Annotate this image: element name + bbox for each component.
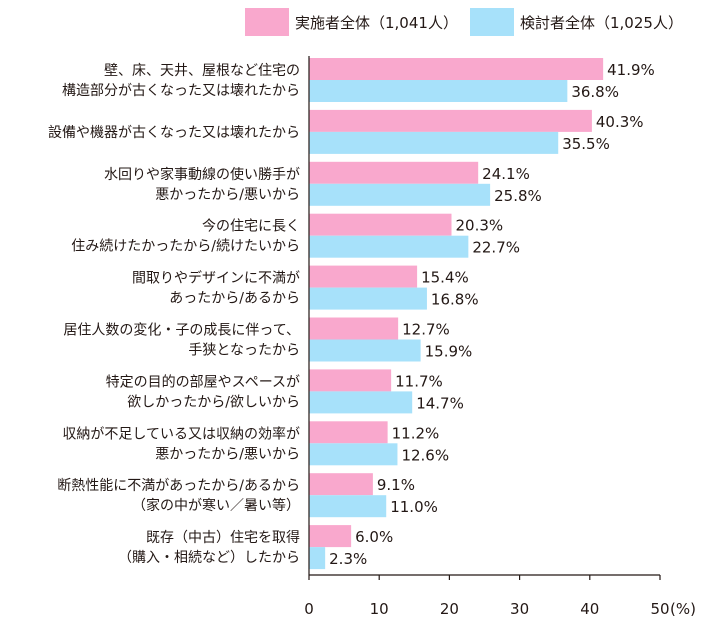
category-label: 壁、床、天井、屋根など住宅の bbox=[104, 63, 300, 79]
x-axis-unit-label: (%) bbox=[670, 600, 696, 618]
category-label: 間取りやデザインに不満が bbox=[132, 270, 300, 287]
bar-implementers bbox=[309, 525, 352, 548]
bar-implementers bbox=[309, 213, 452, 236]
category-label: 手狭となったから bbox=[188, 343, 300, 359]
category-label: 今の住宅に長く bbox=[202, 219, 300, 235]
x-tick-label: 40 bbox=[580, 600, 599, 618]
category-label: （購入・相続など）したから bbox=[118, 549, 300, 566]
x-tick-label: 0 bbox=[304, 600, 314, 618]
bar-considerers bbox=[309, 287, 427, 310]
bar-considerers bbox=[309, 339, 421, 362]
category-label: 水回りや家事動線の使い勝手が bbox=[104, 166, 300, 183]
bar-implementers bbox=[309, 473, 373, 496]
legend-item-implementers: 実施者全体（1,041人） bbox=[245, 8, 458, 36]
data-label: 9.1% bbox=[377, 476, 415, 494]
data-label: 6.0% bbox=[355, 528, 393, 546]
bar-implementers bbox=[309, 58, 604, 80]
bar-considerers bbox=[309, 235, 469, 258]
bar-considerers bbox=[309, 443, 398, 466]
category-label: 設備や機器が古くなった又は壊れたから bbox=[48, 125, 300, 141]
category-label: あったから/あるから bbox=[169, 291, 300, 307]
data-label: 24.1% bbox=[482, 165, 530, 183]
category-label: 収納が不足している又は収納の効率が bbox=[62, 425, 300, 442]
bar-considerers bbox=[309, 80, 568, 102]
data-label: 15.4% bbox=[421, 269, 469, 287]
data-label: 20.3% bbox=[456, 217, 504, 235]
data-label: 22.7% bbox=[472, 239, 520, 257]
data-label: 15.9% bbox=[425, 343, 473, 361]
legend-swatch-considerers bbox=[470, 8, 514, 36]
bar-implementers bbox=[309, 161, 479, 184]
data-label: 36.8% bbox=[571, 83, 619, 101]
bar-implementers bbox=[309, 265, 418, 288]
legend-item-considerers: 検討者全体（1,025人） bbox=[470, 8, 683, 36]
bar-considerers bbox=[309, 495, 387, 518]
data-label: 11.0% bbox=[390, 498, 438, 516]
legend-label-implementers: 実施者全体（1,041人） bbox=[295, 13, 458, 32]
data-label: 41.9% bbox=[607, 61, 655, 79]
x-tick-label: 30 bbox=[510, 600, 529, 618]
bar-considerers bbox=[309, 183, 491, 206]
category-label: 居住人数の変化・子の成長に伴って、 bbox=[63, 322, 300, 339]
bar-considerers bbox=[309, 391, 413, 414]
category-label: 悪かったから/悪いから bbox=[155, 187, 300, 203]
legend-label-considerers: 検討者全体（1,025人） bbox=[520, 13, 683, 32]
bar-considerers bbox=[309, 131, 559, 154]
data-label: 14.7% bbox=[416, 394, 464, 412]
bar-implementers bbox=[309, 369, 392, 392]
category-label: 特定の目的の部屋やスペースが bbox=[106, 374, 300, 390]
data-label: 11.2% bbox=[392, 424, 440, 442]
legend-swatch-implementers bbox=[245, 8, 289, 36]
category-label: 住み続けたかったから/続けたいから bbox=[71, 238, 300, 255]
bar-implementers bbox=[309, 421, 388, 444]
bar-implementers bbox=[309, 317, 399, 340]
x-tick-label: 20 bbox=[440, 600, 459, 618]
category-label: （家の中が寒い／暑い等） bbox=[132, 497, 300, 514]
x-tick-label: 50 bbox=[650, 600, 669, 618]
x-tick-label: 10 bbox=[370, 600, 389, 618]
bar-considerers bbox=[309, 547, 326, 570]
category-label: 既存（中古）住宅を取得 bbox=[146, 529, 300, 546]
category-label: 構造部分が古くなった又は壊れたから bbox=[62, 83, 300, 99]
data-label: 11.7% bbox=[395, 372, 443, 390]
data-label: 12.7% bbox=[402, 321, 450, 339]
bar-implementers bbox=[309, 109, 592, 132]
data-label: 40.3% bbox=[596, 113, 644, 131]
category-label: 欲しかったから/欲しいから bbox=[127, 394, 300, 410]
data-label: 35.5% bbox=[562, 135, 610, 153]
data-label: 12.6% bbox=[401, 446, 449, 464]
data-label: 2.3% bbox=[329, 550, 367, 568]
data-label: 16.8% bbox=[431, 291, 479, 309]
data-label: 25.8% bbox=[494, 187, 542, 205]
category-label: 断熱性能に不満があったから/あるから bbox=[57, 478, 300, 494]
category-label: 悪かったから/悪いから bbox=[155, 446, 300, 462]
